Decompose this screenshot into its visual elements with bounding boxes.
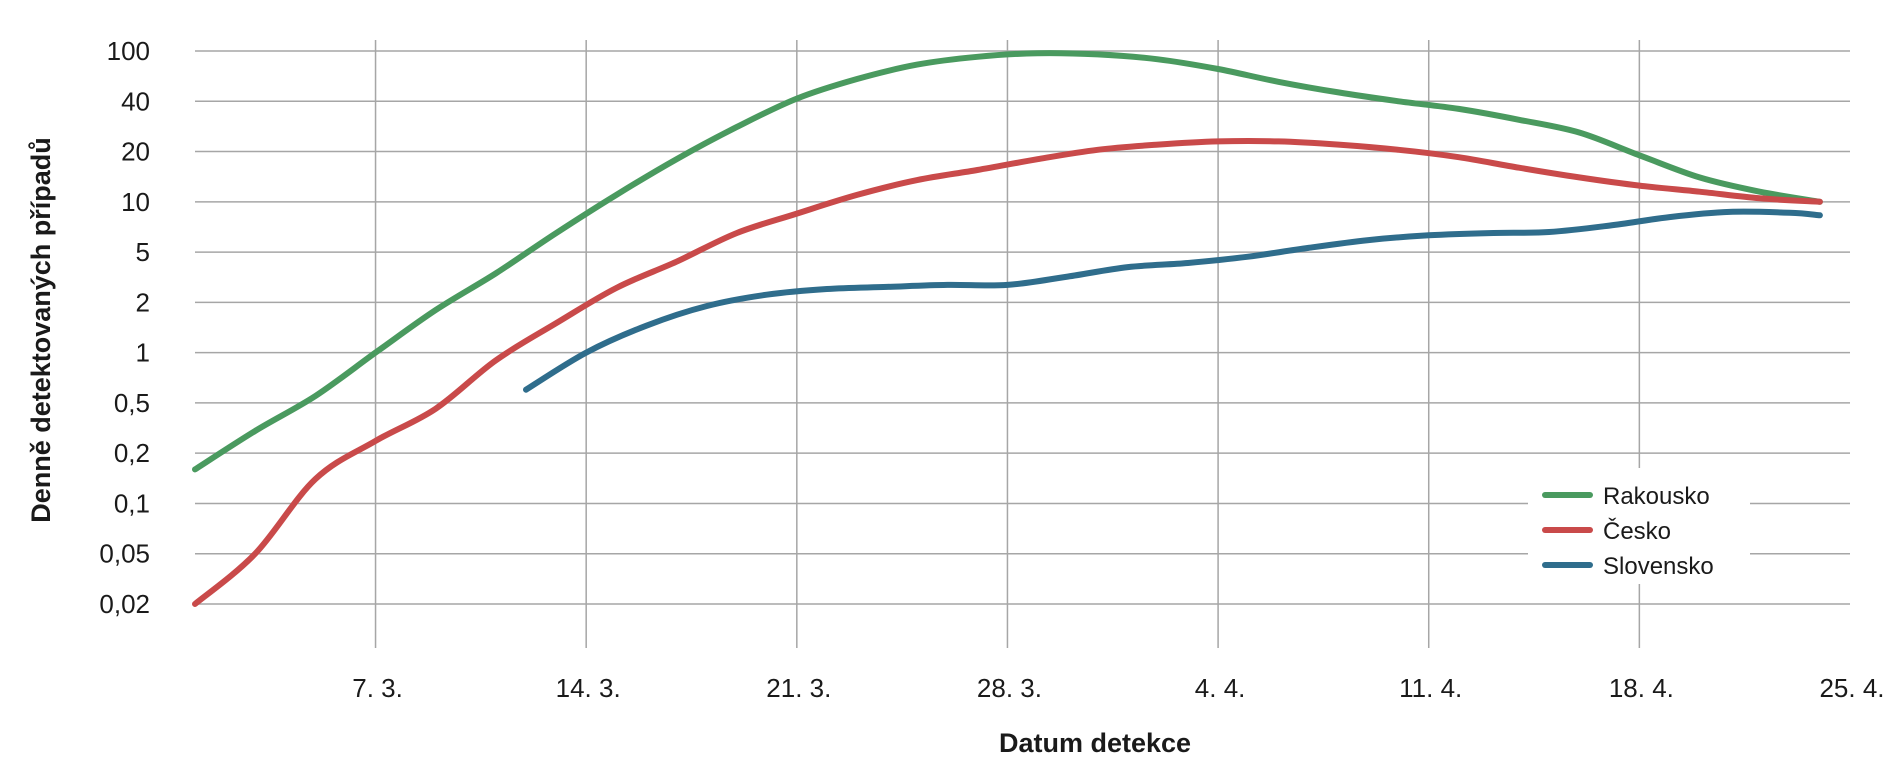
x-axis-title: Datum detekce: [999, 728, 1191, 758]
y-axis-title: Denně detektovaných případů: [26, 137, 56, 523]
series-lines: [192, 50, 1823, 607]
x-tick-label: 14. 3.: [556, 673, 621, 703]
y-tick-label: 0,1: [114, 488, 150, 518]
x-tick-label: 4. 4.: [1195, 673, 1246, 703]
legend-label: Česko: [1603, 517, 1671, 545]
x-tick-label: 21. 3.: [766, 673, 831, 703]
y-tick-label: 0,5: [114, 388, 150, 418]
y-tick-label: 10: [121, 187, 150, 217]
legend-label: Slovensko: [1603, 553, 1714, 580]
series-line-1: [192, 138, 1823, 607]
legend-label: Rakousko: [1603, 483, 1710, 510]
x-tick-label: 18. 4.: [1609, 673, 1674, 703]
y-tick-label: 40: [121, 86, 150, 116]
legend: Rakousko Česko Slovensko: [1528, 468, 1750, 584]
y-tick-label: 20: [121, 137, 150, 167]
y-tick-label: 0,05: [99, 539, 150, 569]
x-tick-label: 7. 3.: [352, 673, 403, 703]
grid: [195, 40, 1850, 648]
series-line-0: [192, 50, 1823, 473]
x-tick-label: 28. 3.: [977, 673, 1042, 703]
y-axis-ticks: 100 40 20 10 5 2 1 0,5 0,2 0,1 0,05 0,02: [99, 36, 150, 619]
y-tick-label: 0,2: [114, 438, 150, 468]
y-tick-label: 5: [136, 237, 150, 267]
y-tick-label: 0,02: [99, 589, 150, 619]
series-line-2: [523, 208, 1823, 393]
x-axis-ticks: 7. 3. 14. 3. 21. 3. 28. 3. 4. 4. 11. 4. 18. 4.…: [352, 673, 1884, 703]
y-tick-label: 2: [136, 287, 150, 317]
y-tick-label: 100: [107, 36, 150, 66]
x-tick-label: 25. 4.: [1819, 673, 1884, 703]
y-tick-label: 1: [136, 338, 150, 368]
x-tick-label: 11. 4.: [1399, 673, 1462, 703]
